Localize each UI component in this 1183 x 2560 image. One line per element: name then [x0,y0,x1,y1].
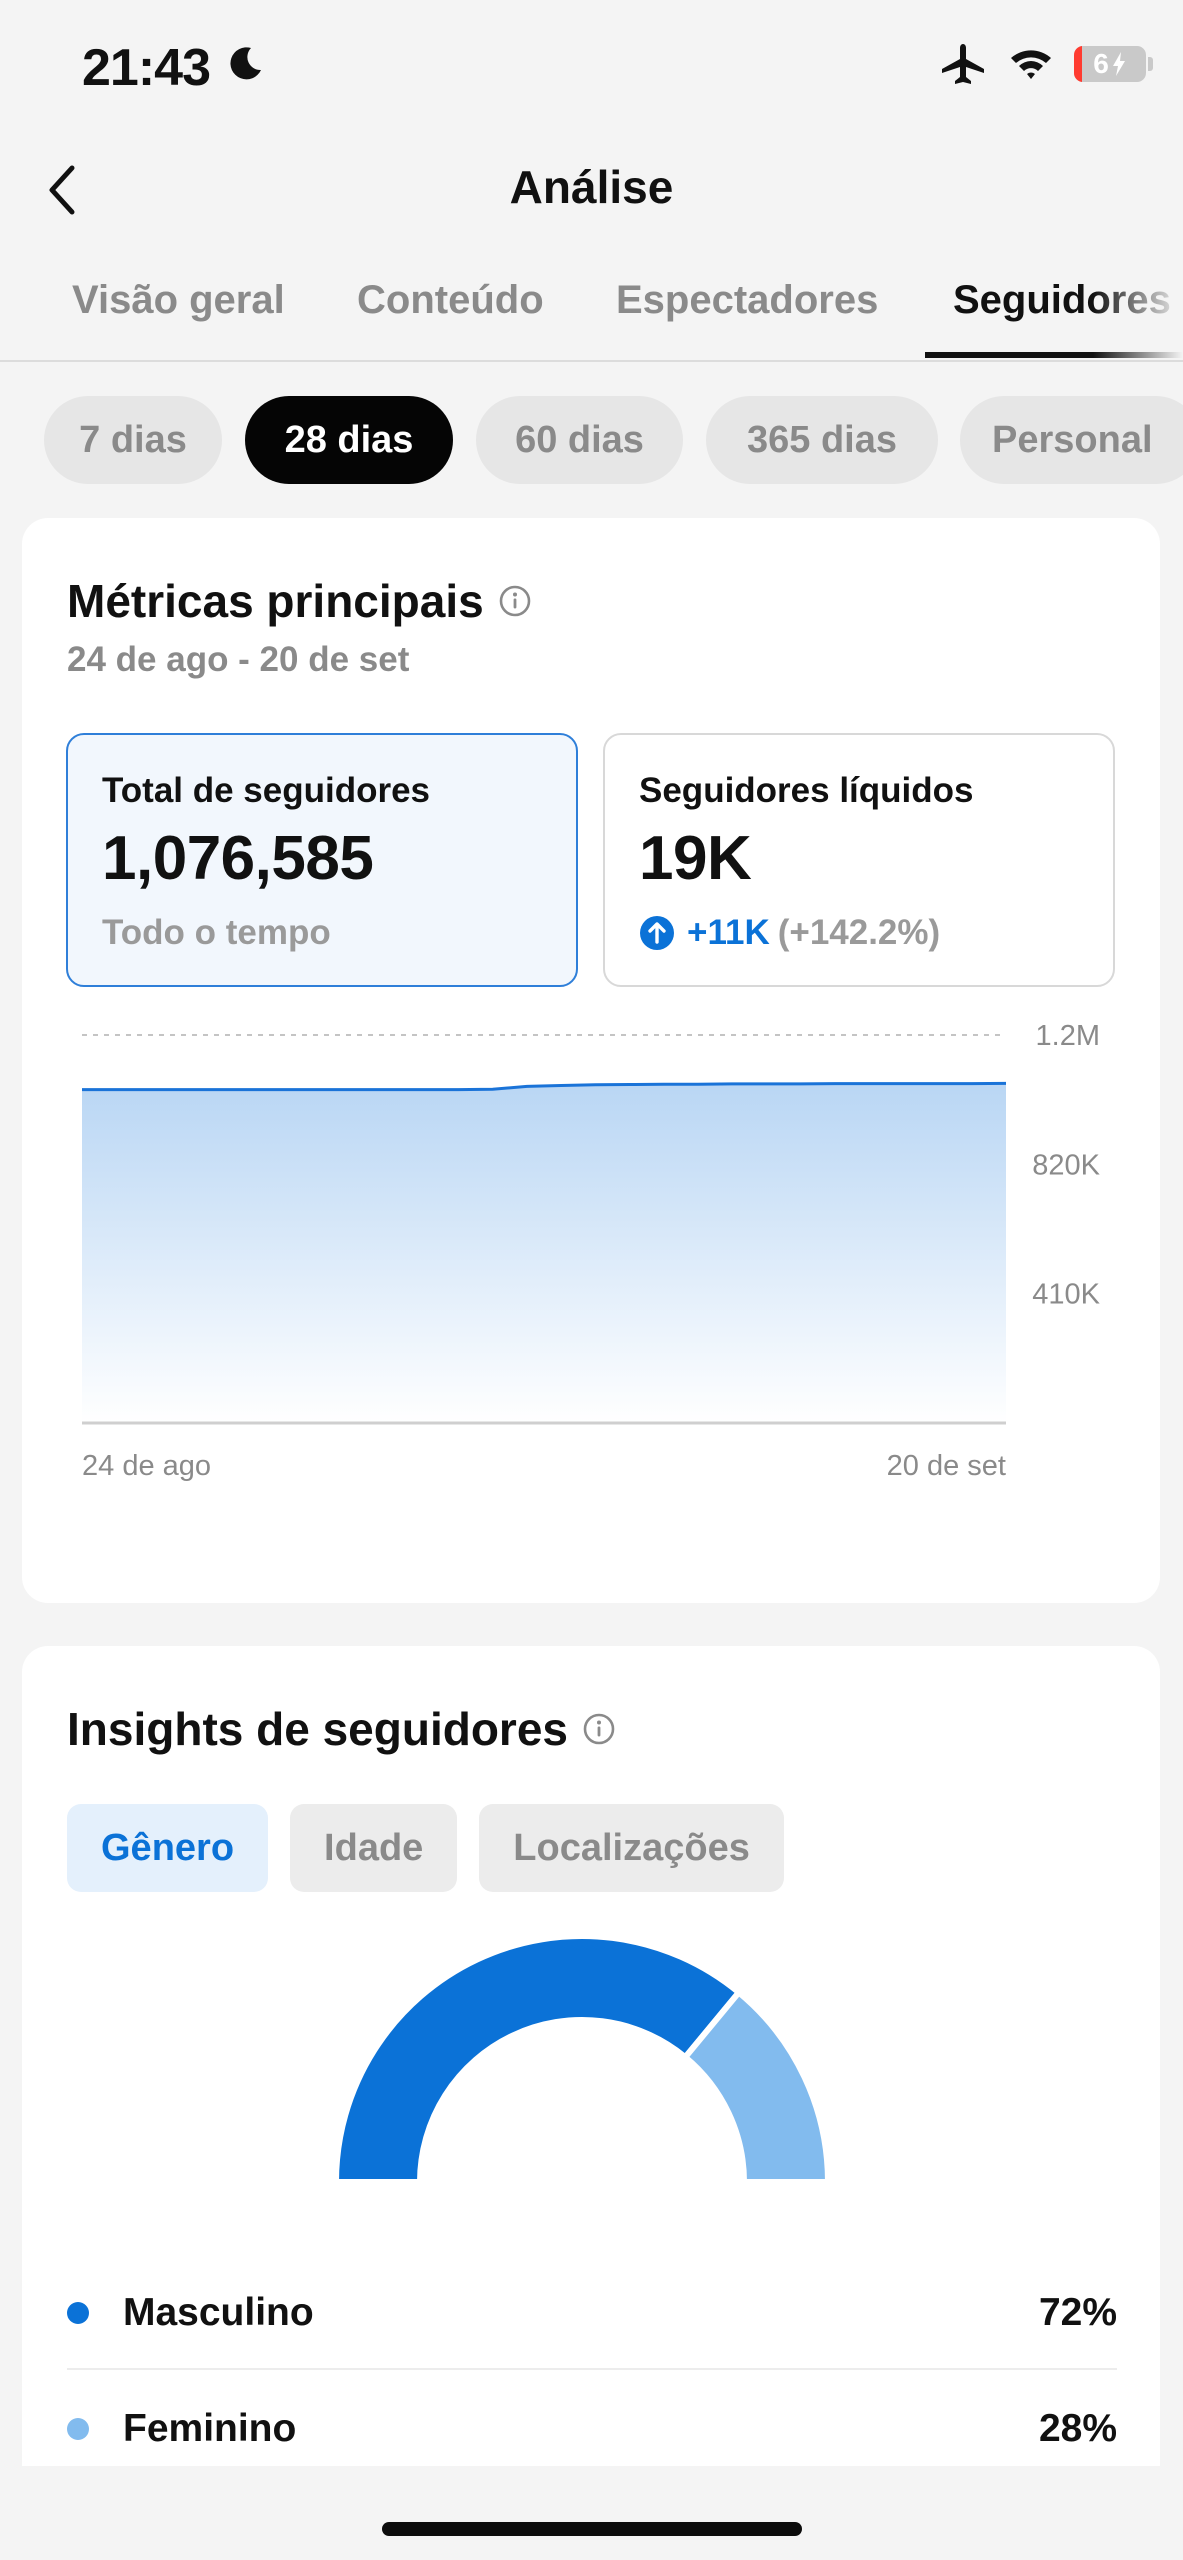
charging-bolt-icon [1112,52,1125,76]
feminino-color-dot [67,2418,89,2440]
total-followers-footnote: Todo o tempo [102,913,331,952]
net-followers-value: 19K [639,824,752,893]
gender-half-donut-chart [332,1936,832,2185]
followers-area-chart: 1.2M 820K 410K 24 de ago 20 de set [82,1020,1101,1482]
chart-area [82,1083,1006,1423]
date-range-label: 24 de ago - 20 de set [67,640,410,679]
arrow-up-circle-icon [640,916,674,950]
follower-insights-card: Insights de seguidores Gênero Idade Loca… [22,1646,1160,2466]
date-range-selector: 7 dias 28 dias 60 dias 365 dias Personal [0,396,1183,484]
range-7-dias[interactable]: 7 dias [44,396,222,484]
total-followers-label: Total de seguidores [102,771,431,810]
tab-visao-geral[interactable]: Visão geral [72,278,285,322]
home-indicator [382,2522,802,2536]
masculino-percent: 72% [1038,2291,1117,2334]
segment-localizacoes[interactable]: Localizações [479,1804,784,1892]
feminino-label: Feminino [123,2407,297,2450]
total-followers-value: 1,076,585 [102,824,374,893]
masculino-label: Masculino [123,2291,314,2334]
key-metrics-title: Métricas principais [67,575,484,627]
battery-indicator: 6 [1074,46,1146,82]
donut-slice-feminino [681,1988,832,2185]
range-60-dias[interactable]: 60 dias [476,396,683,484]
x-start-label: 24 de ago [82,1450,211,1482]
status-icons: 6 [938,42,1153,86]
net-followers-label: Seguidores líquidos [639,771,974,810]
donut-slice-masculino [332,1936,744,2185]
back-arrow-icon[interactable] [40,160,84,220]
net-followers-card[interactable]: Seguidores líquidos 19K +11K (+142.2%) [603,733,1115,987]
range-personalizado[interactable]: Personal [960,396,1183,484]
feminino-percent: 28% [1038,2407,1117,2450]
airplane-icon [942,44,984,84]
net-followers-change: +11K [687,913,770,952]
range-365-dias[interactable]: 365 dias [706,396,938,484]
battery-level: 6 [1093,48,1109,79]
legend-divider [67,2368,1117,2370]
segment-idade[interactable]: Idade [290,1804,458,1892]
chart-line [82,1081,1007,1092]
range-28-dias[interactable]: 28 dias [245,396,453,484]
wifi-icon [1011,50,1051,79]
x-end-label: 20 de set [887,1450,1006,1482]
y-tick-label: 820K [1032,1149,1100,1181]
status-bar: 21:43 6 [0,0,1183,130]
page-title: Análise [509,161,674,213]
legend-row-feminino: Feminino 28% [67,2374,1117,2484]
y-tick-label: 410K [1032,1279,1100,1311]
key-metrics-card: Métricas principais 24 de ago - 20 de se… [22,518,1160,1603]
net-followers-change-pct: (+142.2%) [777,913,941,952]
tab-conteudo[interactable]: Conteúdo [357,278,544,322]
status-time: 21:43 [82,39,211,97]
insights-segments: Gênero Idade Localizações [67,1804,784,1892]
analytics-tabs: Visão geral Conteúdo Espectadores Seguid… [0,270,1183,362]
segment-genero[interactable]: Gênero [67,1804,269,1892]
insights-title: Insights de seguidores [67,1703,568,1755]
moon-icon [230,47,261,80]
info-icon[interactable] [498,584,532,618]
masculino-color-dot [67,2302,89,2324]
active-tab-indicator [925,352,1183,358]
tab-espectadores[interactable]: Espectadores [616,278,879,322]
total-followers-card[interactable]: Total de seguidores 1,076,585 Todo o tem… [66,733,578,987]
legend-row-masculino: Masculino 72% [67,2258,1117,2368]
y-tick-label: 1.2M [1036,1020,1100,1052]
info-icon[interactable] [582,1712,616,1746]
